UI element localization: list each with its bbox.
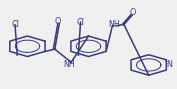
Text: Cl: Cl bbox=[77, 18, 84, 27]
Text: N: N bbox=[167, 60, 173, 69]
Text: O: O bbox=[130, 8, 136, 17]
Text: NH: NH bbox=[108, 19, 120, 29]
Text: NH: NH bbox=[64, 60, 75, 69]
Text: Cl: Cl bbox=[11, 20, 19, 29]
Text: O: O bbox=[54, 17, 61, 26]
